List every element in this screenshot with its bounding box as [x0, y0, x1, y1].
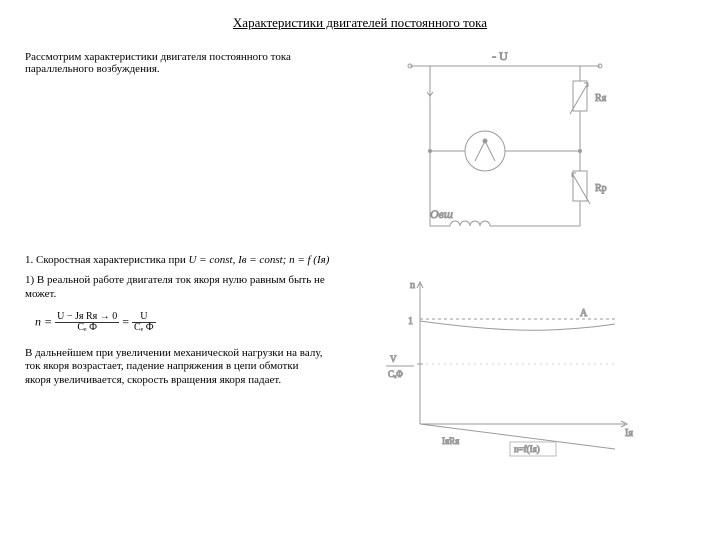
text-column: 1) В реальной работе двигателя ток якоря… — [25, 274, 325, 398]
frac2-num: U — [132, 312, 156, 323]
intro-text: Рассмотрим характеристики двигателя пост… — [25, 46, 305, 75]
ira-label: IяRя — [442, 436, 459, 446]
rr-label: Rр — [595, 183, 607, 194]
n-axis-label: n — [410, 280, 415, 291]
ra-label: Rя — [595, 93, 607, 104]
frac-2: U Cₑ Ф — [132, 312, 156, 333]
para-1: 1) В реальной работе двигателя ток якоря… — [25, 274, 325, 302]
page-title: Характеристики двигателей постоянного то… — [25, 15, 695, 31]
graph: n Iя 1 A V CₑΦ IяRя n=f — [325, 274, 695, 464]
section1-math: U = const, Iв = const; n = f (Iя) — [188, 254, 329, 266]
svg-text:CₑΦ: CₑΦ — [388, 369, 403, 379]
ov-label: Овш — [430, 207, 453, 221]
section1-prefix: 1. Скоростная характеристика при — [25, 254, 188, 266]
section-1-title: 1. Скоростная характеристика при U = con… — [25, 254, 695, 266]
frac2-den: Cₑ Ф — [132, 323, 156, 333]
circuit-diagram: - U Rя — [305, 46, 695, 246]
top-row: Рассмотрим характеристики двигателя пост… — [25, 46, 695, 246]
ia-axis-label: Iя — [625, 428, 633, 439]
n0-label: V — [390, 354, 397, 364]
para-2: В дальнейшем при увеличении механической… — [25, 347, 325, 388]
formula: n = U − Jя Rя → 0 Cₑ Ф = U Cₑ Ф — [35, 312, 325, 333]
formula-eq: = — [122, 314, 129, 328]
frac1-den: Cₑ Ф — [55, 323, 119, 333]
curve-1-label: 1 — [408, 316, 413, 327]
frac1-num: U − Jя Rя → 0 — [55, 312, 119, 323]
formula-lhs: n = — [35, 314, 52, 328]
frac-1: U − Jя Rя → 0 Cₑ Ф — [55, 312, 119, 333]
end-label: A — [580, 308, 588, 319]
u-label: - U — [492, 49, 508, 63]
nequiv-label: n=f(Iя) — [514, 444, 540, 454]
bottom-row: 1) В реальной работе двигателя ток якоря… — [25, 274, 695, 464]
